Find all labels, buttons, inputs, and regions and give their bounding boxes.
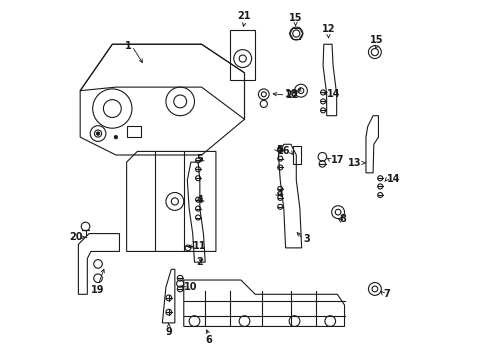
Text: 16: 16 [276,147,290,157]
Text: 12: 12 [321,24,334,34]
Circle shape [114,135,118,139]
Text: 4: 4 [276,189,283,199]
Text: 14: 14 [326,89,340,99]
Text: 9: 9 [165,327,172,337]
Text: 10: 10 [183,282,197,292]
Text: 5: 5 [276,145,283,155]
Text: 15: 15 [288,13,302,23]
Text: 20: 20 [69,232,83,242]
Text: 14: 14 [386,174,399,184]
Text: 18: 18 [285,89,298,99]
Text: 15: 15 [369,35,383,45]
Text: 19: 19 [91,285,104,296]
Text: 17: 17 [330,156,344,165]
Bar [126,126,141,137]
Text: 22: 22 [285,90,299,100]
Text: 8: 8 [339,214,346,224]
Text: 11: 11 [192,241,206,251]
Text: 2: 2 [196,257,203,267]
Text: 5: 5 [196,154,203,164]
Text: 13: 13 [347,158,361,168]
Text: 3: 3 [303,234,309,244]
Text: 1: 1 [125,41,132,51]
Text: 4: 4 [196,195,203,204]
Circle shape [96,132,100,135]
Text: 7: 7 [382,289,389,298]
Text: 6: 6 [205,336,212,345]
Text: 21: 21 [237,11,251,21]
